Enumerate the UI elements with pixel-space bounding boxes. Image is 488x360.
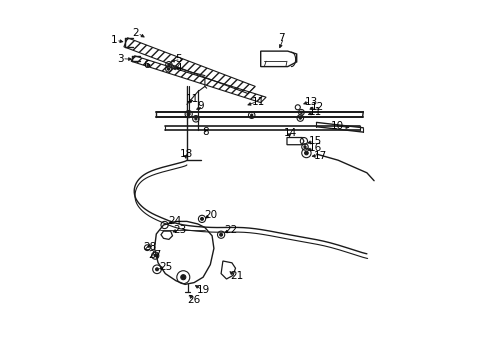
- Text: 20: 20: [204, 210, 217, 220]
- Text: 4: 4: [175, 63, 182, 73]
- Text: 8: 8: [202, 127, 208, 138]
- Text: 14: 14: [284, 128, 297, 138]
- Text: 7: 7: [278, 33, 285, 43]
- Text: 3: 3: [117, 54, 123, 64]
- Text: 21: 21: [230, 271, 243, 282]
- Circle shape: [304, 151, 307, 155]
- Text: 25: 25: [159, 262, 172, 272]
- Text: 10: 10: [330, 121, 344, 131]
- Circle shape: [299, 117, 301, 119]
- Circle shape: [219, 233, 222, 236]
- Text: 28: 28: [142, 242, 156, 252]
- Text: 23: 23: [173, 225, 186, 235]
- Text: 11: 11: [186, 94, 199, 104]
- Circle shape: [187, 113, 190, 116]
- Text: 1: 1: [111, 35, 118, 45]
- Circle shape: [303, 146, 305, 148]
- Circle shape: [167, 64, 170, 66]
- Text: 17: 17: [313, 150, 326, 161]
- Text: 15: 15: [309, 136, 322, 146]
- Text: 19: 19: [197, 285, 210, 295]
- Circle shape: [194, 118, 197, 120]
- Circle shape: [155, 268, 158, 271]
- Text: 5: 5: [175, 54, 182, 64]
- Text: 9: 9: [197, 101, 204, 111]
- Circle shape: [181, 275, 185, 280]
- Text: 11: 11: [308, 107, 321, 117]
- Text: 24: 24: [168, 216, 181, 226]
- Text: 27: 27: [148, 250, 162, 260]
- Text: 2: 2: [132, 28, 139, 38]
- Circle shape: [200, 217, 203, 220]
- Text: 13: 13: [305, 96, 318, 107]
- Circle shape: [154, 255, 156, 257]
- Text: 11: 11: [251, 96, 264, 107]
- Text: 18: 18: [179, 149, 193, 159]
- Circle shape: [300, 111, 302, 113]
- Text: 6: 6: [142, 60, 149, 70]
- Text: 22: 22: [224, 225, 238, 235]
- Text: 12: 12: [310, 102, 324, 112]
- Circle shape: [167, 68, 169, 70]
- Text: 26: 26: [187, 294, 201, 305]
- Text: 16: 16: [309, 143, 322, 153]
- Circle shape: [250, 114, 252, 116]
